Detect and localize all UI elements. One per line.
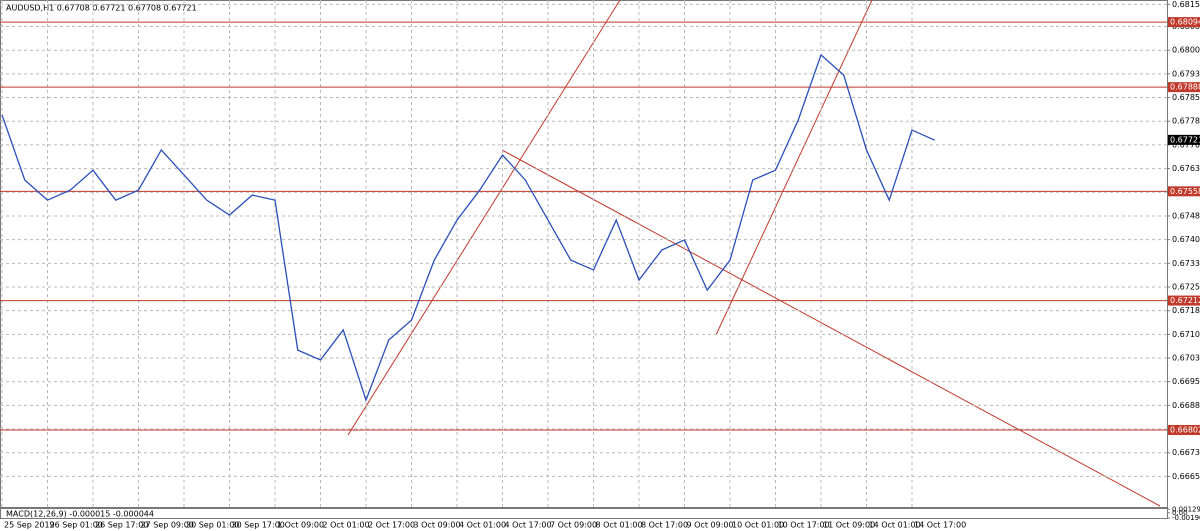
level-tag	[1168, 425, 1200, 436]
x-tick-label: 25 Sep 2019	[4, 521, 55, 530]
x-tick-label: 10 Oct 01:00	[732, 521, 784, 530]
level-label: 0.68094	[1170, 18, 1200, 27]
x-tick-label: 27 Sep 09:00	[141, 521, 194, 530]
price-line	[1, 53, 936, 402]
x-tick-label: 26 Sep 01:00	[50, 521, 103, 530]
x-tick-label: 11 Oct 09:00	[823, 521, 875, 530]
x-tick-label: 14 Oct 17:00	[914, 521, 966, 530]
level-label: 0.67558	[1170, 187, 1200, 196]
y-tick-label: 0.66955	[1172, 377, 1200, 386]
level-label: 0.67888	[1170, 83, 1200, 92]
macd-tick-label: 0.00	[1172, 509, 1188, 517]
x-tick-label: 30 Sep 17:00	[232, 521, 285, 530]
price-tag	[1168, 134, 1200, 145]
x-tick-label: 7 Oct 09:00	[550, 521, 597, 530]
trend-line	[501, 149, 1161, 507]
level-label: 0.66802	[1170, 426, 1200, 435]
x-tick-label: 9 Oct 09:00	[687, 521, 734, 530]
level-tag	[1168, 295, 1200, 306]
x-tick-label: 4 Oct 01:00	[459, 521, 506, 530]
y-tick-label: 0.66655	[1172, 472, 1200, 481]
level-tag	[1168, 17, 1200, 28]
y-tick-label: 0.67105	[1172, 330, 1200, 339]
trend-line	[347, 0, 621, 436]
x-tick-label: 10 Oct 17:00	[778, 521, 830, 530]
y-tick-label: 0.67405	[1172, 235, 1200, 244]
x-tick-label: 2 Oct 01:00	[323, 521, 370, 530]
plot-frame	[0, 0, 1168, 508]
level-label: 0.67212	[1170, 296, 1200, 305]
x-tick-label: 30 Sep 01:00	[186, 521, 239, 530]
x-tick-label: 8 Oct 17:00	[641, 521, 688, 530]
macd-tick-label: 0.001297	[1172, 505, 1200, 513]
x-tick-label: 4 Oct 17:00	[505, 521, 552, 530]
y-tick-label: 0.68005	[1172, 46, 1200, 55]
macd-label: MACD(12,26,9) -0.000015 -0.000044	[6, 510, 154, 519]
level-tag	[1168, 186, 1200, 197]
macd-tick-label: -0.00190	[1172, 514, 1200, 522]
x-tick-label: 8 Oct 01:00	[596, 521, 643, 530]
y-tick-label: 0.67855	[1172, 93, 1200, 102]
y-tick-label: 0.67705	[1172, 140, 1200, 149]
macd-frame	[0, 508, 1168, 519]
trend-line	[715, 0, 873, 336]
y-tick-label: 0.67255	[1172, 282, 1200, 291]
chart-title: AUDUSD,H1 0.67708 0.67721 0.67708 0.6772…	[6, 4, 197, 13]
level-tag	[1168, 82, 1200, 93]
x-tick-label: 26 Sep 17:00	[95, 521, 148, 530]
x-tick-label: 14 Oct 01:00	[869, 521, 921, 530]
x-tick-label: 3 Oct 09:00	[414, 521, 461, 530]
price-label: 0.67721	[1170, 135, 1200, 144]
x-tick-label: 1 Oct 09:00	[277, 521, 324, 530]
x-tick-label: 2 Oct 17:00	[368, 521, 415, 530]
